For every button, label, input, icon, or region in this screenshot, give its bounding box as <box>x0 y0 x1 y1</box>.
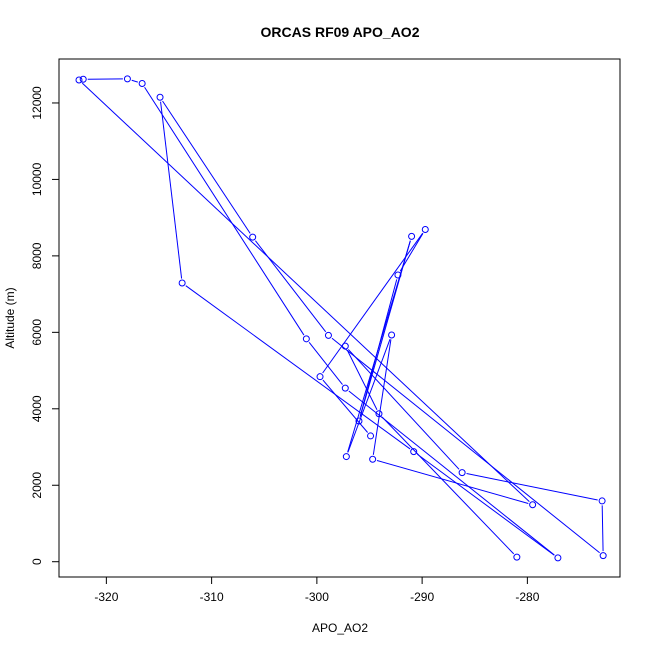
data-point <box>316 373 324 381</box>
series-segment <box>160 101 183 279</box>
y-tick-label: 4000 <box>30 395 44 422</box>
plot-frame <box>58 58 621 578</box>
x-tick-label: -280 <box>515 590 539 604</box>
data-point <box>367 432 375 440</box>
series-segment <box>346 349 378 410</box>
y-tick-label: 12000 <box>30 86 44 120</box>
y-axis-label: Altitude (m) <box>3 287 17 348</box>
series-segment <box>347 339 391 453</box>
y-tick-label: 0 <box>30 558 44 565</box>
data-point <box>341 384 349 392</box>
data-point <box>123 75 131 83</box>
series-layer <box>75 75 607 562</box>
data-point <box>513 553 521 561</box>
y-tick-label: 8000 <box>30 242 44 269</box>
series-segment <box>466 473 598 501</box>
data-point <box>178 279 186 287</box>
series-segment <box>308 342 343 385</box>
data-point <box>79 75 87 83</box>
x-tick-label: -320 <box>94 590 118 604</box>
data-point <box>302 335 310 343</box>
data-point <box>342 453 350 461</box>
data-point <box>458 469 466 477</box>
series-segment <box>359 240 411 417</box>
series-segment <box>347 349 460 470</box>
series-segment <box>376 460 529 504</box>
data-point <box>554 554 562 562</box>
data-point <box>324 331 332 339</box>
data-point <box>138 79 146 87</box>
series-segment <box>162 100 251 234</box>
series-segment <box>359 279 398 417</box>
data-point <box>598 497 606 505</box>
x-axis: -320 -310 -300 -290 -280 <box>94 576 540 604</box>
x-tick-label: -300 <box>305 590 329 604</box>
data-point <box>394 271 402 279</box>
x-tick-label: -290 <box>410 590 434 604</box>
series-segment <box>372 339 392 455</box>
series-segment <box>255 240 327 333</box>
series-segment <box>131 79 139 83</box>
series-segment <box>348 390 555 556</box>
y-tick-label: 6000 <box>30 319 44 346</box>
series-segment <box>144 86 305 336</box>
data-point <box>410 448 418 456</box>
data-point <box>375 410 383 418</box>
data-point <box>421 226 429 234</box>
series-segment <box>381 416 515 555</box>
data-point <box>599 552 607 560</box>
series-segment <box>399 233 424 272</box>
data-point <box>249 233 257 241</box>
y-tick-label: 2000 <box>30 472 44 499</box>
data-point <box>156 93 164 101</box>
data-point <box>341 342 349 350</box>
series-segment <box>322 232 424 374</box>
data-point <box>355 417 363 425</box>
y-axis: 0 2000 4000 6000 8000 10000 12000 <box>30 86 60 565</box>
data-point <box>75 76 83 84</box>
series-segment <box>601 505 604 552</box>
chart-title: ORCAS RF09 APO_AO2 <box>261 24 420 40</box>
data-point <box>369 455 377 463</box>
series-segment <box>185 285 411 450</box>
y-tick-label: 10000 <box>30 162 44 196</box>
data-point <box>388 331 396 339</box>
data-point <box>529 501 537 509</box>
x-axis-label: APO_AO2 <box>312 621 368 635</box>
x-tick-label: -310 <box>200 590 224 604</box>
data-point <box>408 232 416 240</box>
series-segment <box>81 82 530 503</box>
series-segment <box>417 453 555 556</box>
